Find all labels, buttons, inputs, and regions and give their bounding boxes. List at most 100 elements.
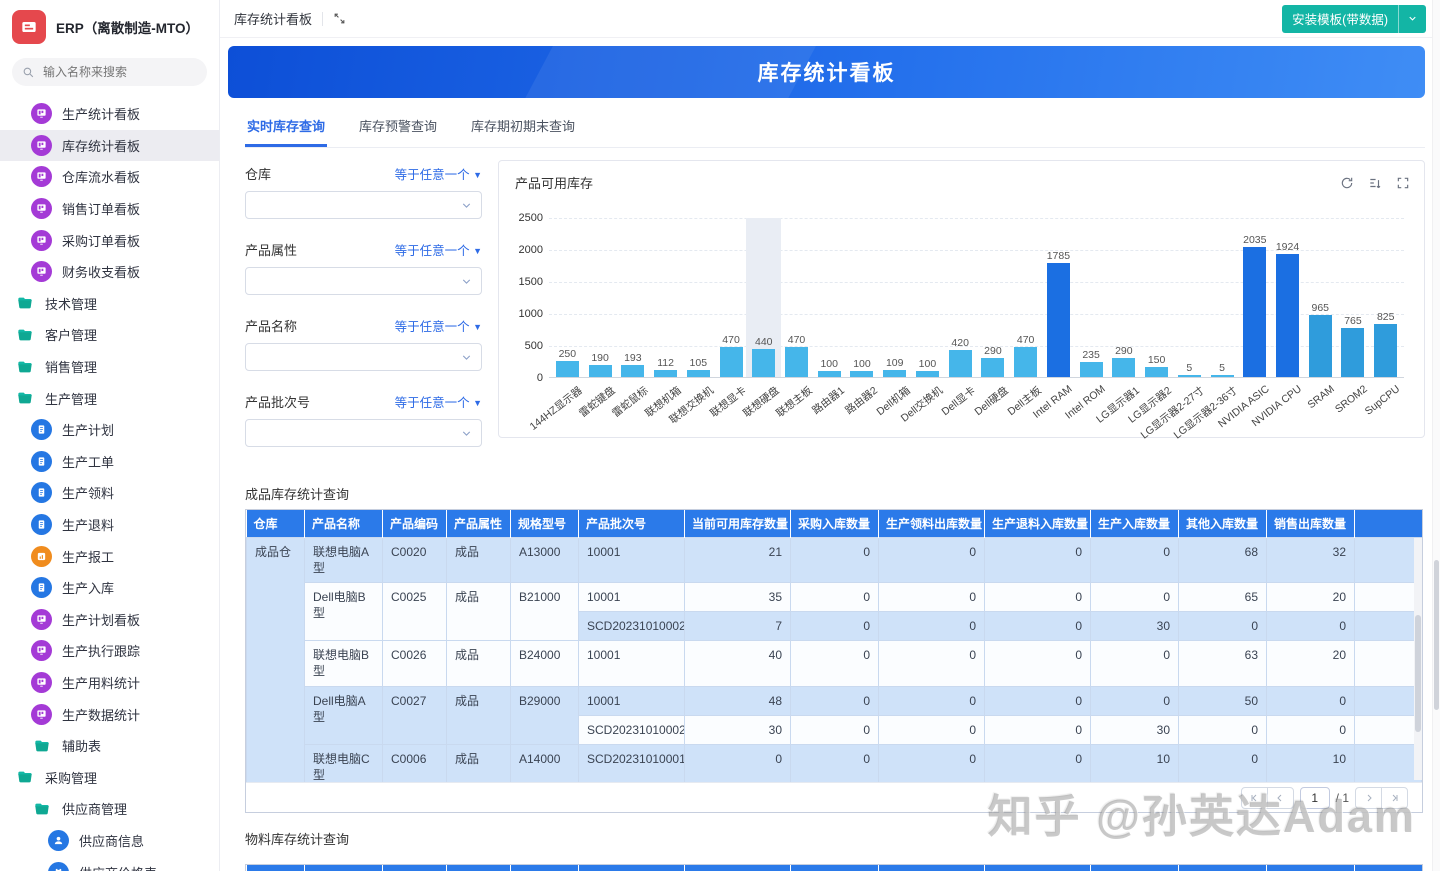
sidebar-item[interactable]: 生产用料统计 bbox=[0, 667, 219, 699]
tab-warning[interactable]: 库存预警查询 bbox=[359, 119, 438, 134]
bar-Dell硬盘[interactable]: 290 Dell硬盘 bbox=[972, 218, 1010, 418]
sidebar-item[interactable]: 采购管理 bbox=[0, 761, 219, 793]
bar-雷蛇键盘[interactable]: 190 雷蛇键盘 bbox=[577, 218, 617, 420]
bar-联想显卡[interactable]: 470 联想显卡 bbox=[708, 218, 748, 420]
cell-qty: 40 bbox=[684, 640, 791, 687]
doc-icon bbox=[31, 419, 52, 441]
pager-next-button[interactable] bbox=[1355, 786, 1382, 809]
product-name-filter-select[interactable] bbox=[245, 343, 482, 371]
bar-路由器2[interactable]: 100 路由器2 bbox=[843, 218, 880, 417]
sidebar-item[interactable]: 生产退料 bbox=[0, 509, 219, 541]
bar-Dell显卡[interactable]: 420 Dell显卡 bbox=[940, 218, 978, 418]
bar-联想机箱[interactable]: 112 联想机箱 bbox=[643, 218, 683, 420]
bar-NVIDIA CPU[interactable]: 1924 NVIDIA CPU bbox=[1250, 218, 1304, 429]
bar-联想硬盘[interactable]: 440 联想硬盘 bbox=[741, 218, 781, 420]
bar-LG显示器2-36寸[interactable]: 5 LG显示器2-36寸 bbox=[1172, 218, 1240, 441]
bar-LG显示器2[interactable]: 150 LG显示器2 bbox=[1126, 218, 1174, 426]
sidebar-item[interactable]: 生产统计看板 bbox=[0, 98, 219, 130]
bar-SupCPU[interactable]: 825 SupCPU bbox=[1363, 218, 1403, 418]
page-tab[interactable]: 库存统计看板 bbox=[234, 12, 313, 27]
sidebar-item[interactable]: 生产计划看板 bbox=[0, 604, 219, 636]
bar-144HZ显示器[interactable]: 250 144HZ显示器 bbox=[528, 218, 585, 433]
bar-Intel ROM[interactable]: 235 Intel ROM bbox=[1063, 218, 1108, 422]
bar-联想交换机[interactable]: 105 联想交换机 bbox=[667, 218, 716, 426]
cell-filler bbox=[1354, 611, 1422, 642]
cell-qty: 30 bbox=[684, 714, 791, 746]
cell-qty: 0 bbox=[878, 611, 985, 642]
bar-雷蛇鼠标[interactable]: 193 雷蛇鼠标 bbox=[610, 218, 650, 420]
column-header: 产品批次号 bbox=[578, 865, 685, 871]
install-template-button[interactable]: 安装模板(带数据) bbox=[1282, 4, 1426, 33]
x-axis-label: 路由器2 bbox=[842, 384, 880, 418]
table-row[interactable]: Dell电脑A型 C0027 成品 B29000 10001 48 0 0 0 0 50 0 bbox=[247, 685, 1422, 746]
bar-value: 100 bbox=[820, 358, 838, 370]
table-row[interactable]: SCD20231010002 30 0 0 0 30 0 0 bbox=[247, 714, 1422, 746]
sidebar-item[interactable]: 销售管理 bbox=[0, 351, 219, 383]
page-number-input[interactable]: 1 bbox=[1299, 786, 1330, 809]
warehouse-filter-select[interactable] bbox=[245, 191, 482, 219]
pager-prev-button[interactable] bbox=[1266, 786, 1294, 809]
sidebar-item[interactable]: 生产执行跟踪 bbox=[0, 635, 219, 667]
bar-NVIDIA ASIC[interactable]: 2035 NVIDIA ASIC bbox=[1216, 218, 1272, 430]
bar-LG显示器2-27寸[interactable]: 5 LG显示器2-27寸 bbox=[1139, 218, 1207, 441]
page-banner: 库存统计看板 bbox=[228, 46, 1425, 98]
bar-Dell机箱[interactable]: 109 Dell机箱 bbox=[874, 218, 912, 418]
table-row[interactable]: 联想电脑C型 C0006 成品 A14000 SCD20231010001 0 0 0 0 10 0… bbox=[247, 743, 1422, 782]
sidebar-item[interactable]: 采购订单看板 bbox=[0, 224, 219, 256]
column-header: 产品批次号 bbox=[578, 510, 685, 537]
pager-last-button[interactable] bbox=[1381, 786, 1408, 809]
sidebar-item[interactable]: 生产计划 bbox=[0, 414, 219, 446]
table-row[interactable]: Dell电脑B型 C0025 成品 B21000 10001 35 0 0 0 0 65 20 bbox=[247, 581, 1422, 642]
sidebar-item[interactable]: 生产报工 bbox=[0, 540, 219, 572]
report-icon bbox=[31, 545, 52, 567]
product-batch-filter-select[interactable] bbox=[245, 419, 482, 447]
sidebar-item[interactable]: 技术管理 bbox=[0, 288, 219, 320]
cell-spec: A13000 bbox=[510, 536, 579, 583]
sidebar-item[interactable]: 供应商信息 bbox=[0, 825, 219, 857]
tab-realtime[interactable]: 实时库存查询 bbox=[245, 110, 328, 147]
sort-settings-icon[interactable] bbox=[1368, 176, 1382, 190]
bar-路由器1[interactable]: 100 路由器1 bbox=[810, 218, 847, 417]
bar-联想主板[interactable]: 470 联想主板 bbox=[774, 218, 814, 420]
table-scrollbar[interactable] bbox=[1414, 538, 1422, 780]
main-area: 库存统计看板 安装模板(带数据) 库存统计看板 实时库存查询 库存预警查询 库存期初… bbox=[220, 0, 1440, 871]
search-input[interactable] bbox=[41, 64, 191, 80]
sidebar-item[interactable]: 生产入库 bbox=[0, 572, 219, 604]
sidebar-item[interactable]: 客户管理 bbox=[0, 319, 219, 351]
scrollbar-thumb[interactable] bbox=[1434, 560, 1439, 710]
sidebar-item[interactable]: 供应商价格表 bbox=[0, 856, 219, 871]
bar-SRAM[interactable]: 965 SRAM bbox=[1304, 218, 1336, 411]
tab-period[interactable]: 库存期初期末查询 bbox=[471, 119, 576, 134]
chevron-down-icon[interactable] bbox=[1398, 4, 1426, 33]
sidebar-item[interactable]: 生产工单 bbox=[0, 446, 219, 478]
sidebar-item[interactable]: 库存统计看板 bbox=[0, 129, 219, 162]
filter-operator-link[interactable]: 等于任意一个 ▼ bbox=[394, 244, 482, 258]
sidebar-item[interactable]: 供应商管理 bbox=[0, 793, 219, 825]
table-row[interactable]: 成品仓 联想电脑A型 C0020 成品 A13000 10001 21 0 0 0 0 68 32 bbox=[246, 536, 1422, 782]
table-row[interactable]: 联想电脑B型 C0026 成品 B24000 10001 40 0 0 0 0 63 20 bbox=[247, 640, 1422, 687]
sidebar-item[interactable]: 生产管理 bbox=[0, 382, 219, 414]
bar-Dell交换机[interactable]: 100 Dell交换机 bbox=[899, 218, 945, 425]
sidebar-item[interactable]: 辅助表 bbox=[0, 730, 219, 762]
filter-operator-link[interactable]: 等于任意一个 ▼ bbox=[394, 396, 482, 410]
sidebar-item[interactable]: 销售订单看板 bbox=[0, 193, 219, 225]
page-scrollbar[interactable] bbox=[1432, 0, 1440, 871]
bar-Intel RAM[interactable]: 1785 Intel RAM bbox=[1031, 218, 1075, 421]
refresh-icon[interactable] bbox=[1340, 176, 1354, 190]
expand-icon[interactable] bbox=[333, 12, 346, 25]
sidebar-item[interactable]: 仓库流水看板 bbox=[0, 161, 219, 193]
bar-Dell主板[interactable]: 470 Dell主板 bbox=[1005, 218, 1043, 418]
pager-first-button[interactable] bbox=[1240, 786, 1268, 809]
filter-operator-link[interactable]: 等于任意一个 ▼ bbox=[394, 320, 482, 334]
sidebar-item[interactable]: 财务收支看板 bbox=[0, 256, 219, 288]
column-header: 产品编码 bbox=[382, 510, 447, 537]
fullscreen-icon[interactable] bbox=[1396, 176, 1410, 190]
sidebar-search[interactable] bbox=[12, 58, 207, 86]
bar-SROM2[interactable]: 765 SROM2 bbox=[1333, 218, 1370, 415]
sidebar-item[interactable]: 生产数据统计 bbox=[0, 698, 219, 730]
bar-LG显示器1[interactable]: 290 LG显示器1 bbox=[1094, 218, 1142, 426]
sidebar-item[interactable]: 生产领料 bbox=[0, 477, 219, 509]
product-attr-filter-select[interactable] bbox=[245, 267, 482, 295]
filter-operator-link[interactable]: 等于任意一个 ▼ bbox=[394, 168, 482, 182]
table-row[interactable]: SCD20231010002 7 0 0 0 30 0 0 bbox=[247, 611, 1422, 642]
